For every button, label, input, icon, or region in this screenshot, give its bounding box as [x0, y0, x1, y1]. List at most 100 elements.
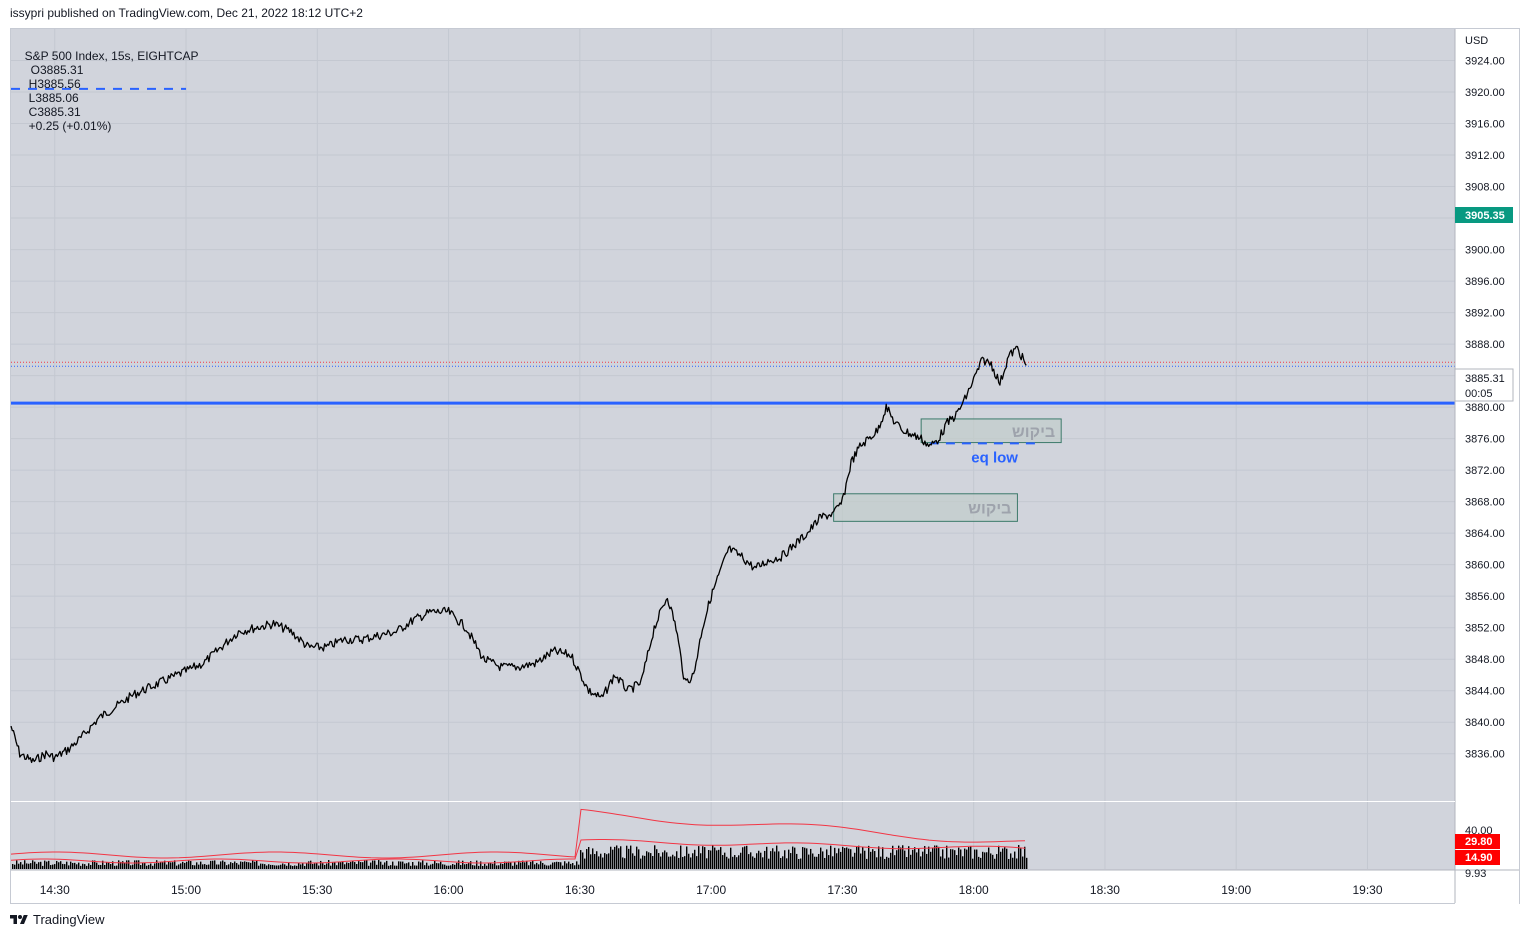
volume-bar — [196, 862, 198, 869]
volume-bar — [818, 853, 820, 869]
volume-bar — [930, 851, 932, 869]
volume-bar — [390, 865, 392, 869]
volume-bar — [106, 862, 108, 869]
volume-bar — [432, 863, 434, 869]
volume-bar — [812, 853, 814, 869]
volume-bar — [164, 860, 166, 869]
volume-bar — [358, 861, 360, 869]
volume-axis-label: 9.93 — [1465, 868, 1486, 880]
volume-bar — [434, 860, 436, 869]
volume-bar — [268, 864, 270, 869]
volume-bar — [916, 852, 918, 869]
volume-bar — [42, 865, 44, 869]
time-tick-label: 18:00 — [959, 883, 989, 897]
volume-bar — [86, 865, 88, 869]
volume-bar — [426, 862, 428, 869]
volume-bar — [410, 865, 412, 869]
volume-bar — [180, 863, 182, 869]
volume-bar — [680, 845, 682, 869]
volume-pane — [10, 808, 1028, 869]
volume-bar — [148, 864, 150, 869]
volume-bar — [874, 851, 876, 869]
volume-bar — [526, 860, 528, 869]
volume-bar — [272, 864, 274, 869]
volume-bar — [242, 861, 244, 869]
volume-bar — [48, 860, 50, 869]
volume-bar — [76, 864, 78, 869]
volume-bar — [440, 861, 442, 869]
volume-bar — [248, 862, 250, 869]
volume-bar — [14, 864, 16, 869]
volume-bar — [388, 865, 390, 869]
volume-bar — [848, 848, 850, 869]
price-tick-label: 3888.00 — [1465, 339, 1505, 351]
volume-bar — [670, 856, 672, 869]
volume-bar — [678, 857, 680, 869]
volume-bar — [176, 865, 178, 869]
volume-bar — [828, 855, 830, 869]
volume-bar — [458, 860, 460, 869]
published-header: issypri published on TradingView.com, De… — [10, 6, 363, 20]
volume-bar — [70, 861, 72, 869]
volume-bar — [866, 858, 868, 869]
volume-bar — [846, 847, 848, 869]
demand-zone-label: ביקוש — [968, 501, 1011, 518]
volume-bar — [936, 845, 938, 869]
volume-bar — [1024, 846, 1026, 869]
volume-bar — [454, 864, 456, 869]
volume-bar — [966, 849, 968, 869]
volume-bar — [98, 864, 100, 869]
volume-bar — [66, 861, 68, 869]
volume-bar — [494, 860, 496, 869]
volume-bar — [348, 862, 350, 869]
volume-bar — [872, 849, 874, 869]
volume-bar — [246, 861, 248, 869]
volume-bar — [858, 845, 860, 869]
volume-bar — [192, 865, 194, 869]
volume-bar — [480, 861, 482, 869]
volume-bar — [476, 860, 478, 869]
volume-bar — [556, 861, 558, 869]
volume-bar — [852, 856, 854, 869]
chart-frame[interactable] — [10, 28, 1520, 904]
volume-bar — [584, 858, 586, 869]
volume-bar — [772, 848, 774, 869]
volume-bar — [394, 865, 396, 869]
price-tick-label: 3892.00 — [1465, 308, 1505, 320]
volume-bar — [578, 864, 580, 869]
volume-bar — [646, 851, 648, 869]
volume-bar — [912, 849, 914, 869]
time-tick-label: 19:00 — [1221, 883, 1251, 897]
volume-bar — [762, 857, 764, 869]
volume-bar — [618, 848, 620, 869]
volume-bar — [854, 852, 856, 869]
volume-bar — [190, 861, 192, 869]
volume-bar — [158, 863, 160, 869]
volume-bar — [984, 852, 986, 869]
volume-bar — [168, 861, 170, 869]
volume-bar — [212, 860, 214, 869]
volume-bar — [944, 858, 946, 869]
volume-bar — [664, 850, 666, 869]
time-tick-label: 15:00 — [171, 883, 201, 897]
volume-bar — [428, 865, 430, 869]
volume-bar — [806, 848, 808, 869]
volume-bar — [726, 856, 728, 869]
volume-bar — [836, 853, 838, 869]
legend-low: L3885.06 — [28, 91, 79, 105]
volume-bar — [878, 846, 880, 869]
volume-bar — [298, 862, 300, 869]
volume-bar — [638, 849, 640, 869]
volume-bar — [40, 861, 42, 869]
volume-bar — [82, 863, 84, 869]
volume-bar — [206, 864, 208, 869]
volume-bar — [724, 852, 726, 869]
volume-bar — [124, 862, 126, 869]
volume-bar — [900, 847, 902, 869]
volume-bar — [222, 860, 224, 869]
volume-bar — [92, 860, 94, 869]
volume-bar — [706, 858, 708, 869]
volume-bar — [640, 858, 642, 869]
volume-bar — [384, 862, 386, 869]
